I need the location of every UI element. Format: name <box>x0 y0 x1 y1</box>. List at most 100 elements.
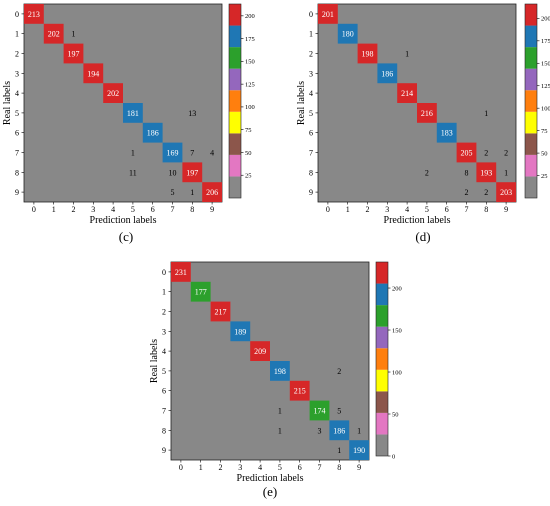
y-tick-label: 9 <box>162 446 166 455</box>
cell-value-label: 186 <box>333 426 345 435</box>
panel-label: (c) <box>119 229 133 244</box>
cell-value-label: 203 <box>500 188 512 197</box>
x-tick-label: 5 <box>278 463 282 472</box>
cell-value-label: 194 <box>87 69 99 78</box>
colorbar-tick-label: 175 <box>541 38 550 45</box>
y-tick-label: 6 <box>309 129 313 138</box>
x-tick-label: 0 <box>326 205 330 214</box>
y-axis-title: Real labels <box>2 81 13 125</box>
x-tick-label: 7 <box>318 463 322 472</box>
y-tick-label: 8 <box>15 168 19 177</box>
cell-value-label: 183 <box>441 129 453 138</box>
cell-value-label: 3 <box>318 426 322 435</box>
cell-value-label: 169 <box>167 149 179 158</box>
cell-value-label: 197 <box>68 50 80 59</box>
cell-value-label: 5 <box>337 407 341 416</box>
cell-value-label: 1 <box>484 109 488 118</box>
x-tick-label: 2 <box>366 205 370 214</box>
y-tick-label: 0 <box>162 268 166 277</box>
cell-value-label: 216 <box>421 109 433 118</box>
cell-value-label: 11 <box>129 168 137 177</box>
heatmap-cell <box>397 83 417 103</box>
colorbar-tick-label: 150 <box>245 59 255 66</box>
cell-value-label: 13 <box>188 109 196 118</box>
heatmap-cell <box>103 83 123 103</box>
colorbar-segment <box>376 369 388 392</box>
heatmap-cell <box>123 103 143 123</box>
colorbar-frame <box>524 3 538 199</box>
y-tick-label: 7 <box>162 407 166 416</box>
colorbar-segment <box>376 283 388 306</box>
cell-value-label: 2 <box>465 188 469 197</box>
colorbar-segment <box>525 154 537 177</box>
y-tick-label: 0 <box>15 10 19 19</box>
colorbar-tick-label: 125 <box>245 81 255 88</box>
cell-value-label: 213 <box>28 10 40 19</box>
colorbar-frame <box>375 261 389 457</box>
x-tick-label: 3 <box>238 463 242 472</box>
heatmap-cell <box>289 380 310 401</box>
colorbar-segment <box>229 154 241 177</box>
colorbar-tick-label: 75 <box>245 127 252 134</box>
y-tick-label: 2 <box>162 308 166 317</box>
cell-value-label: 1 <box>337 446 341 455</box>
x-tick-label: 9 <box>357 463 361 472</box>
cell-value-label: 186 <box>147 129 159 138</box>
y-tick-label: 3 <box>15 69 19 78</box>
y-tick-label: 0 <box>309 10 313 19</box>
colorbar-tick-label: 50 <box>392 411 399 418</box>
colorbar-segment <box>376 391 388 413</box>
cell-value-label: 201 <box>322 10 334 19</box>
heatmap-cell <box>309 400 330 421</box>
colorbar-segment <box>229 133 241 155</box>
x-tick-label: 1 <box>52 205 56 214</box>
cell-value-label: 1 <box>278 407 282 416</box>
colorbar-tick-label: 200 <box>245 13 255 20</box>
heatmap-cell <box>230 321 251 342</box>
colorbar-segment <box>376 412 388 435</box>
x-tick-label: 2 <box>219 463 223 472</box>
cell-value-label: 1 <box>405 50 409 59</box>
heatmap-cell <box>329 420 350 441</box>
cell-value-label: 4 <box>210 149 214 158</box>
y-tick-label: 7 <box>15 149 19 158</box>
x-axis-title: Prediction labels <box>90 215 157 226</box>
colorbar-tick-label: 75 <box>541 128 548 135</box>
x-axis-title: Prediction labels <box>237 473 304 484</box>
heatmap-cell <box>190 281 211 302</box>
cell-value-label: 180 <box>342 30 354 39</box>
y-tick-label: 6 <box>15 129 19 138</box>
cell-value-label: 202 <box>48 30 60 39</box>
x-tick-label: 7 <box>171 205 175 214</box>
heatmap-cell <box>436 122 457 143</box>
colorbar-segment <box>525 68 537 91</box>
x-tick-label: 0 <box>179 463 183 472</box>
y-tick-label: 3 <box>309 69 313 78</box>
colorbar-tick-label: 125 <box>541 83 550 90</box>
heatmap-cell <box>417 103 437 123</box>
cell-value-label: 198 <box>274 367 286 376</box>
cell-value-label: 1 <box>131 149 135 158</box>
x-tick-label: 7 <box>465 205 469 214</box>
cell-value-label: 174 <box>314 407 326 416</box>
colorbar-tick-label: 50 <box>245 150 252 157</box>
heatmap-cell <box>210 301 231 322</box>
y-tick-label: 5 <box>15 109 19 118</box>
cell-value-label: 205 <box>461 149 473 158</box>
y-tick-label: 7 <box>309 149 313 158</box>
x-tick-label: 8 <box>190 205 194 214</box>
heatmap-cell <box>377 63 398 84</box>
colorbar-segment <box>229 25 241 48</box>
x-tick-label: 1 <box>199 463 203 472</box>
cell-value-label: 1 <box>278 426 282 435</box>
colorbar-tick-label: 200 <box>392 285 402 292</box>
colorbar-tick-label: 25 <box>541 173 548 180</box>
colorbar-tick-label: 100 <box>392 369 402 376</box>
y-axis-title: Real labels <box>296 81 307 125</box>
y-tick-label: 2 <box>15 50 19 59</box>
colorbar-segment <box>376 326 388 349</box>
heatmap-cell <box>63 43 84 64</box>
colorbar-segment <box>229 4 241 26</box>
cell-value-label: 2 <box>337 367 341 376</box>
